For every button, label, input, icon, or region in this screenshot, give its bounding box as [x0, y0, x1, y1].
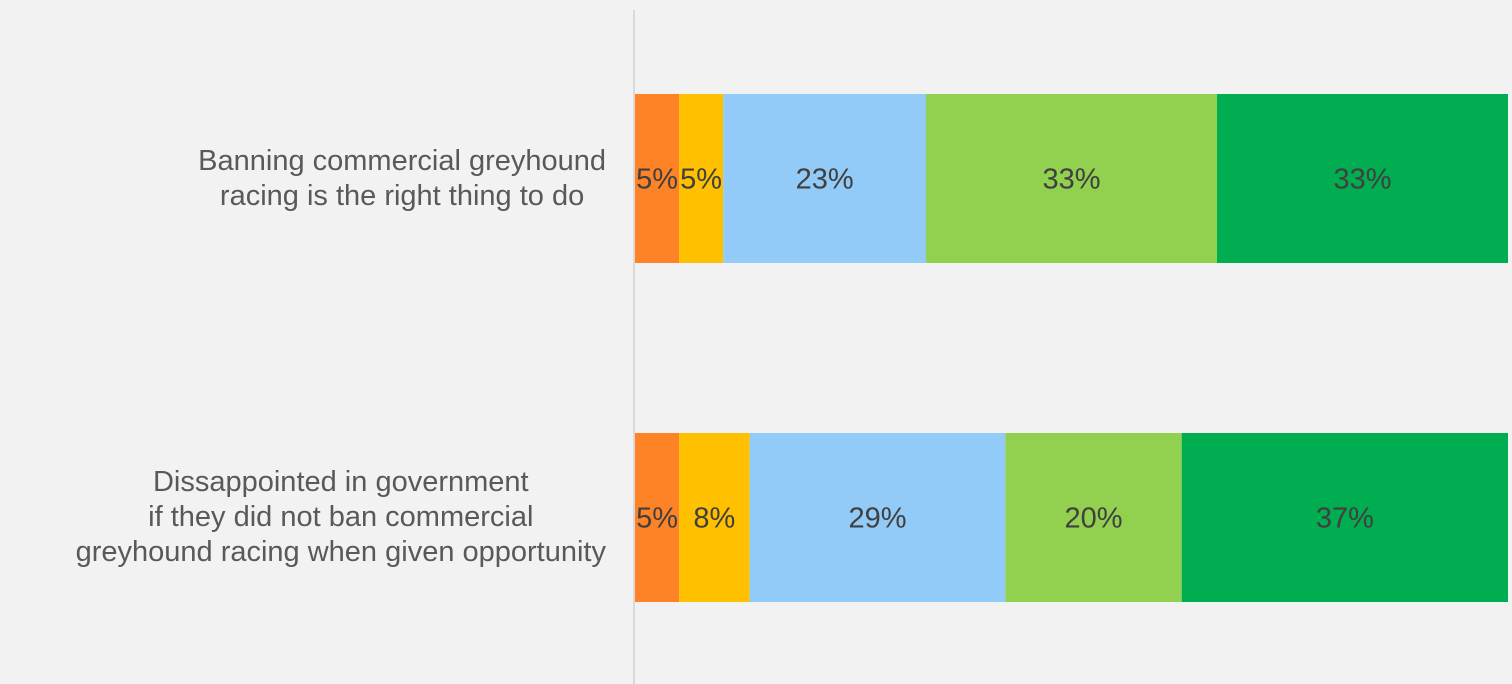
data-label-2-2: 8%: [693, 503, 735, 535]
bar-segment-1-5: [1217, 94, 1508, 263]
data-label-2-5: 37%: [1316, 503, 1374, 535]
data-label-1-5: 33%: [1333, 164, 1391, 196]
data-label-1-3: 23%: [796, 164, 854, 196]
bar-segment-2-3: [749, 433, 1006, 602]
data-label-1-1: 5%: [636, 164, 678, 196]
category-label-1: Banning commercial greyhound racing is t…: [198, 145, 606, 212]
bar-segment-2-2: [679, 433, 750, 602]
bar-segment-2-5: [1181, 433, 1508, 602]
bar-segment-1-1: [635, 94, 680, 263]
category-label-2: Dissappointed in government if they did …: [75, 466, 606, 568]
bar-segment-1-4: [926, 94, 1217, 263]
data-label-2-3: 29%: [848, 503, 906, 535]
data-label-2-1: 5%: [636, 503, 678, 535]
bar-segment-1-2: [679, 94, 724, 263]
bar-segment-2-4: [1005, 433, 1182, 602]
data-label-1-2: 5%: [680, 164, 722, 196]
bar-segment-2-1: [635, 433, 680, 602]
data-label-2-4: 20%: [1065, 503, 1123, 535]
data-label-1-4: 33%: [1042, 164, 1100, 196]
bar-segment-1-3: [723, 94, 926, 263]
